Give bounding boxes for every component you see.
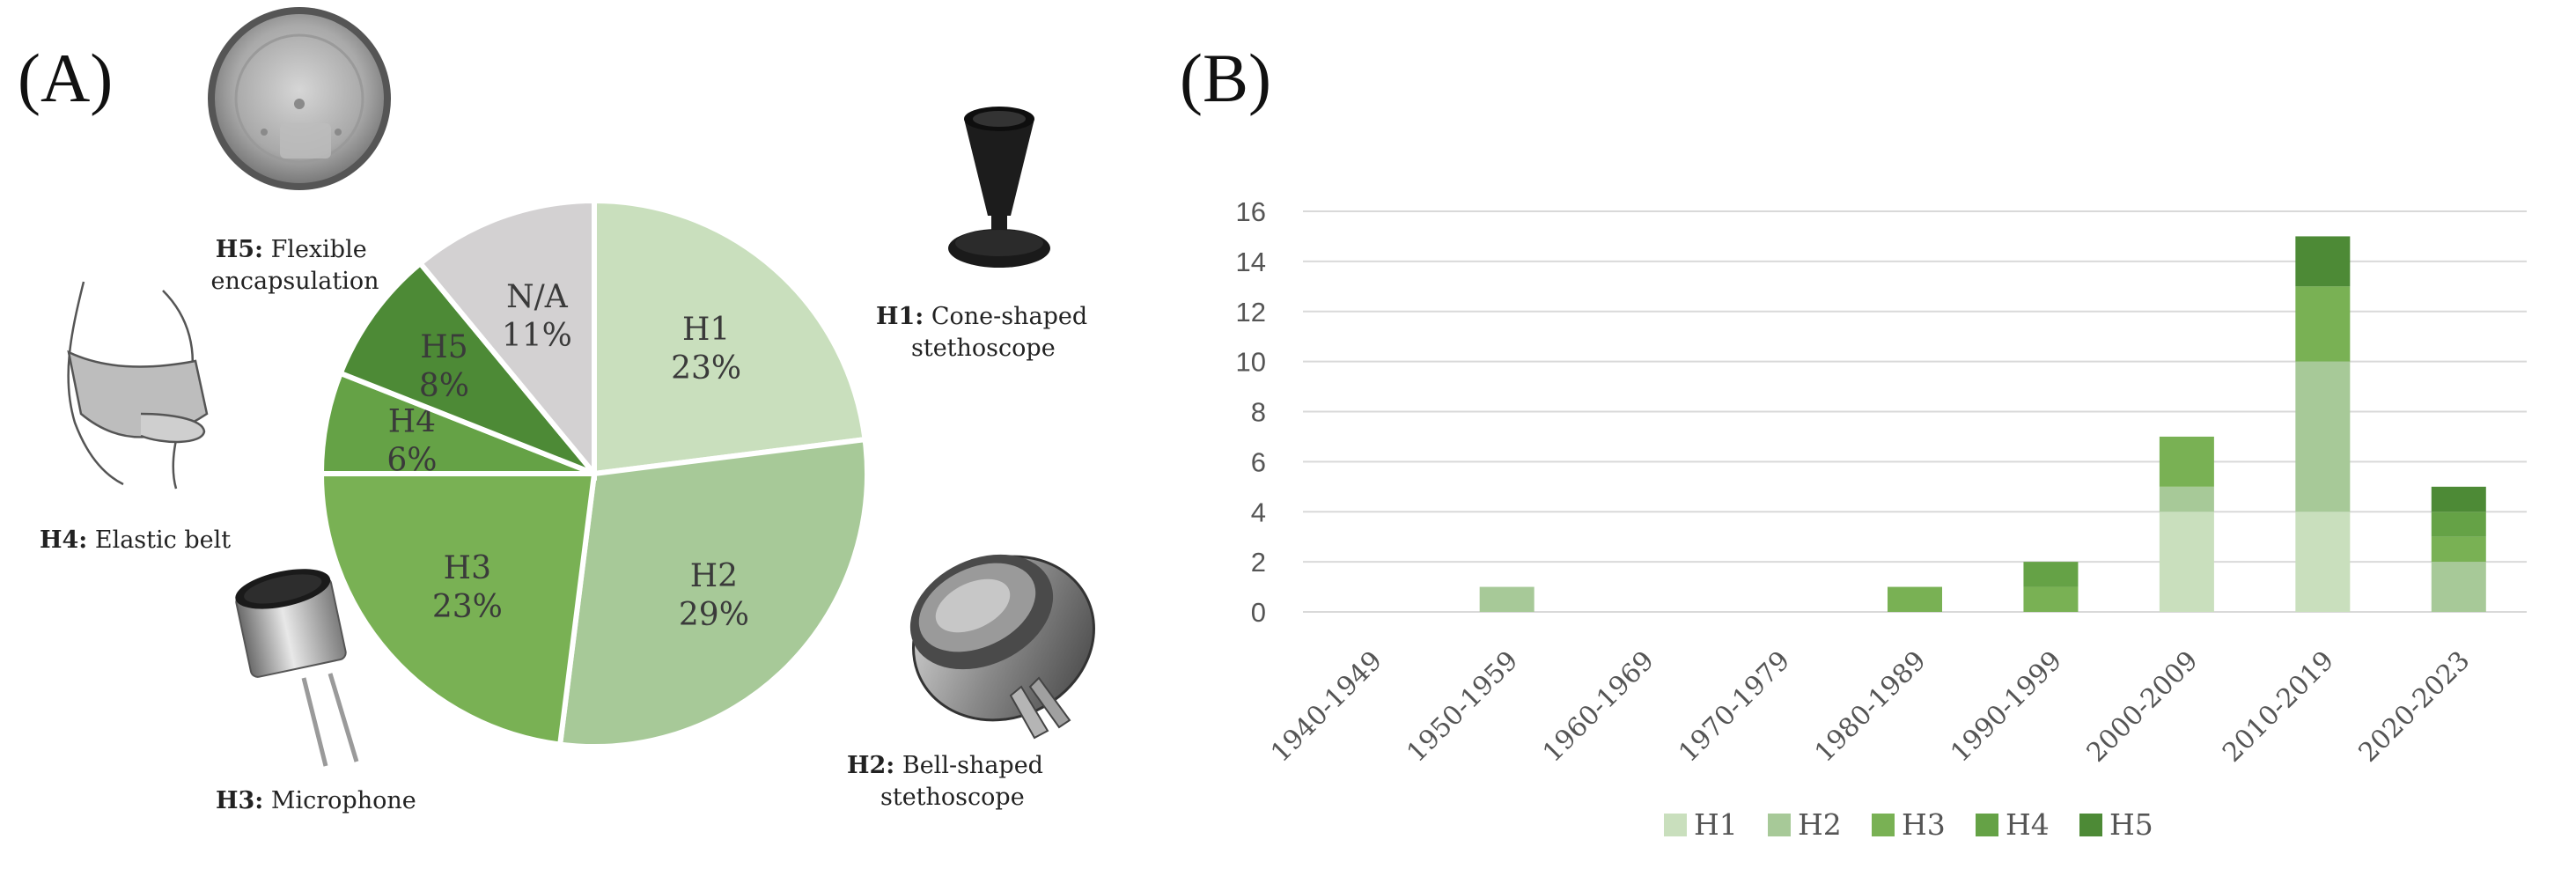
bar-segment-h5-2010-2019 [2295, 236, 2351, 287]
legend-swatch-h2 [1768, 814, 1791, 836]
pie-value-h4: 6% [386, 443, 437, 479]
pie-label-h1: H1 [682, 312, 730, 348]
pie-label-h3: H3 [444, 550, 491, 586]
y-tick-label: 0 [1251, 597, 1266, 628]
x-tick-label: 1970-1979 [1673, 645, 1796, 769]
x-tick-label: 1940-1949 [1265, 645, 1388, 769]
y-tick-label: 10 [1236, 347, 1266, 378]
pie-value-n-a: 11% [502, 318, 572, 354]
x-tick-label: 1950-1959 [1401, 645, 1524, 769]
stacked-bar-chart: 0 2 4 6 8 10 12 14 16 1940-1949 1950-1959 1960-1969… [1236, 196, 2527, 842]
bar-segment-h4-1990-1999 [2023, 562, 2079, 587]
bar-segment-h4-2020-2023 [2431, 512, 2486, 537]
y-tick-label: 12 [1236, 297, 1266, 328]
h4-caption-bold: H4: [40, 527, 87, 554]
y-tick-label: 2 [1251, 547, 1266, 578]
y-tick-label: 14 [1236, 247, 1266, 277]
x-tick-label: 1960-1969 [1537, 645, 1660, 769]
bar-segment-h1-2000-2009 [2159, 512, 2214, 612]
h1-caption-bold: H1: [876, 303, 924, 330]
h1-caption: H1: Cone-shaped stethoscope [876, 303, 1095, 362]
x-tick-label: 2000-2009 [2081, 645, 2204, 769]
y-tick-label: 16 [1236, 196, 1266, 227]
bell-stethoscope-icon [909, 554, 1095, 740]
bar-segment-h5-2020-2023 [2431, 486, 2486, 512]
legend-label-h2: H2 [1798, 807, 1842, 842]
bar-segment-h2-1950-1959 [1479, 586, 1535, 612]
legend-swatch-h1 [1664, 814, 1687, 836]
pie-slice-n-a [416, 197, 597, 482]
y-tick-label: 4 [1251, 497, 1266, 527]
h1-caption-line2: stethoscope [911, 335, 1056, 362]
pie-label-h5: H5 [420, 329, 467, 365]
legend-label-h3: H3 [1902, 807, 1946, 842]
bar-segment-h2-2010-2019 [2295, 361, 2351, 512]
legend-label-h5: H5 [2109, 807, 2153, 842]
x-tick-label: 2010-2019 [2217, 645, 2340, 769]
legend-swatch-h4 [1976, 814, 1998, 836]
microphone-icon [235, 569, 359, 767]
bar-segment-h3-1980-1989 [1888, 586, 1942, 612]
bar-segment-h3-1990-1999 [2023, 586, 2079, 612]
h1-caption-line1: Cone-shaped [931, 303, 1087, 330]
h4-caption-line1: Elastic belt [95, 527, 231, 554]
h2-caption: H2: Bell-shaped stethoscope [847, 752, 1051, 811]
bar-segment-h1-2010-2019 [2295, 512, 2351, 612]
x-tick-label: 1990-1999 [1945, 645, 2068, 769]
h3-caption: H3: Microphone [216, 787, 416, 814]
h2-caption-line1: Bell-shaped [902, 752, 1043, 779]
y-tick-label: 6 [1251, 446, 1266, 477]
cone-stethoscope-icon [948, 107, 1050, 268]
h5-caption-line1: Flexible [271, 236, 367, 263]
panel-a-label: (A) [18, 40, 113, 116]
h3-caption-line1: Microphone [271, 787, 416, 814]
pie-value-h2: 29% [679, 597, 749, 633]
x-tick-label: 2020-2023 [2353, 645, 2477, 769]
pie-slice-h5 [336, 259, 597, 476]
pie-value-h3: 23% [432, 589, 503, 625]
h2-caption-bold: H2: [847, 752, 894, 779]
legend-label-h1: H1 [1694, 807, 1738, 842]
bar-segment-h3-2010-2019 [2295, 286, 2351, 362]
bar-segment-h2-2000-2009 [2159, 486, 2214, 512]
bar-segment-h3-2000-2009 [2159, 436, 2214, 487]
bar-segment-h2-2020-2023 [2431, 562, 2486, 612]
flexible-encapsulation-photo-icon [208, 7, 391, 190]
legend-swatch-h5 [2079, 814, 2102, 836]
pie-label-n-a: N/A [506, 279, 569, 315]
h5-caption: H5: Flexible encapsulation [211, 236, 379, 295]
h2-caption-line2: stethoscope [880, 784, 1025, 811]
h5-caption-line2: encapsulation [211, 268, 379, 295]
pie-slice-h1 [592, 197, 868, 477]
pie-value-h5: 8% [419, 368, 469, 404]
h5-caption-bold: H5: [216, 236, 263, 263]
legend-swatch-h3 [1872, 814, 1895, 836]
bar-segment-h3-2020-2023 [2431, 536, 2486, 563]
pie-slice-h3 [318, 471, 598, 747]
x-tick-label: 1980-1989 [1809, 645, 1932, 769]
elastic-belt-icon [67, 281, 209, 490]
pie-value-h1: 23% [671, 350, 741, 387]
pie-slice-h2 [556, 436, 870, 749]
h3-caption-bold: H3: [216, 787, 263, 814]
panel-b-label: (B) [1180, 40, 1271, 116]
legend-label-h4: H4 [2006, 807, 2050, 842]
h4-caption: H4: Elastic belt [40, 527, 231, 554]
pie-label-h2: H2 [690, 558, 738, 594]
y-tick-label: 8 [1251, 397, 1266, 428]
